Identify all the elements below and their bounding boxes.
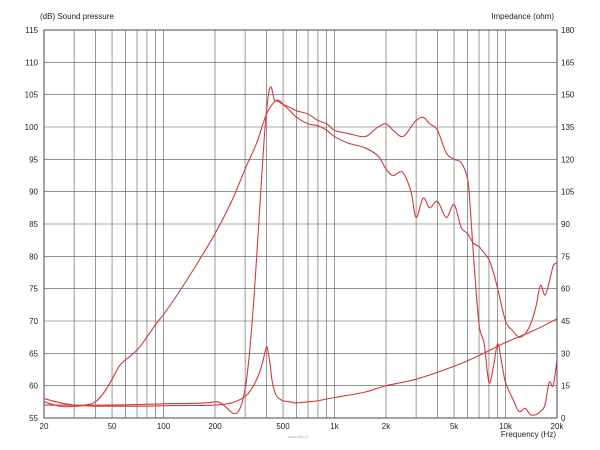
y-right-tick-label: 30 bbox=[561, 349, 570, 358]
y-right-tick-label: 180 bbox=[561, 26, 575, 35]
y-right-tick-label: 135 bbox=[561, 123, 575, 132]
x-tick-label: 10k bbox=[499, 422, 513, 431]
x-tick-label: 20k bbox=[551, 422, 565, 431]
y-left-tick-label: 80 bbox=[29, 252, 38, 261]
impedance-curve bbox=[44, 318, 557, 407]
plot-border bbox=[43, 29, 558, 419]
x-tick-label: 50 bbox=[108, 422, 117, 431]
spl-curve-off-axis bbox=[44, 86, 557, 416]
x-tick-label: 500 bbox=[276, 422, 290, 431]
spl-curve-on-axis bbox=[44, 99, 557, 408]
y-right-tick-label: 120 bbox=[561, 155, 575, 164]
grid bbox=[43, 29, 558, 419]
x-tick-label: 100 bbox=[157, 422, 171, 431]
x-tick-label: 20 bbox=[40, 422, 49, 431]
x-axis-title: Frequency (Hz) bbox=[501, 430, 556, 439]
y-left-tick-label: 70 bbox=[29, 317, 38, 326]
y-left-tick-label: 100 bbox=[25, 123, 39, 132]
watermark-text: www.b&c.pl bbox=[288, 434, 309, 439]
y-right-tick-label: 0 bbox=[561, 414, 566, 423]
y-left-tick-label: 65 bbox=[29, 349, 38, 358]
y-left-tick-label: 95 bbox=[29, 155, 38, 164]
y-right-tick-label: 90 bbox=[561, 220, 570, 229]
y-left-tick-label: 115 bbox=[25, 26, 38, 35]
x-tick-label: 200 bbox=[208, 422, 222, 431]
y-right-tick-label: 45 bbox=[561, 317, 570, 326]
y-left-tick-label: 110 bbox=[25, 58, 38, 67]
y-right-axis-title: Impedance (ohm) bbox=[491, 12, 554, 21]
x-tick-label: 2k bbox=[382, 422, 391, 431]
y-left-tick-label: 60 bbox=[29, 382, 38, 391]
plot-frame bbox=[43, 29, 558, 419]
y-right-tick-label: 150 bbox=[561, 91, 575, 100]
y-right-tick-label: 165 bbox=[561, 58, 575, 67]
y-left-tick-label: 75 bbox=[29, 285, 38, 294]
y-right-tick-label: 105 bbox=[561, 188, 575, 197]
x-tick-label: 5k bbox=[450, 422, 459, 431]
y-left-tick-label: 55 bbox=[29, 414, 38, 423]
x-tick-label: 1k bbox=[330, 422, 339, 431]
y-right-tick-label: 75 bbox=[561, 252, 570, 261]
x-tick-labels: 20 50 100 200 500 1k 2k 5k 10k 20k bbox=[40, 422, 565, 431]
y-left-tick-label: 105 bbox=[25, 91, 39, 100]
y-right-tick-labels: 0 15 30 45 60 75 90 105 120 135 150 165 180 bbox=[561, 26, 575, 423]
y-left-tick-labels: 55 60 65 70 75 80 85 90 95 100 105 110 115 bbox=[25, 26, 39, 423]
y-left-tick-label: 90 bbox=[29, 188, 38, 197]
series-group bbox=[44, 86, 557, 416]
y-left-tick-label: 85 bbox=[29, 220, 38, 229]
y-right-tick-label: 60 bbox=[561, 285, 570, 294]
y-left-axis-title: (dB) Sound pressure bbox=[40, 12, 114, 21]
y-right-tick-label: 15 bbox=[561, 382, 570, 391]
